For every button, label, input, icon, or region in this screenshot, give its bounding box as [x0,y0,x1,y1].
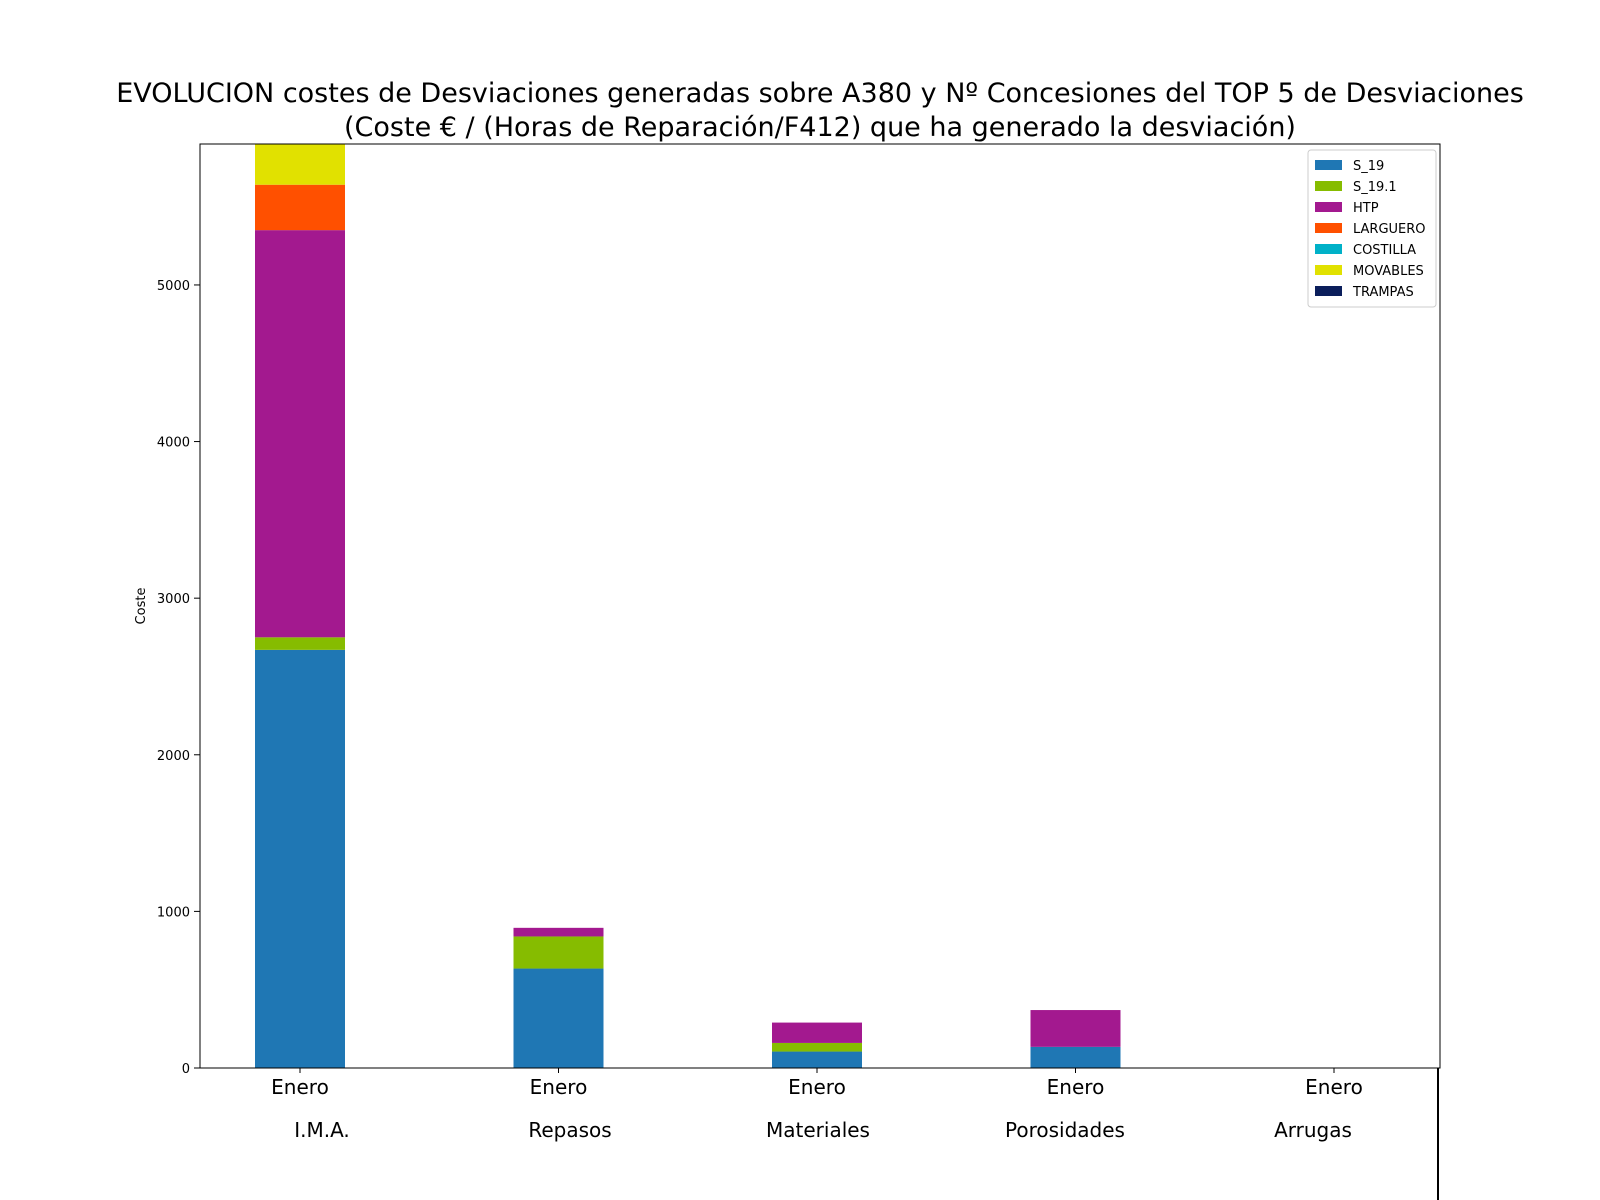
legend-label-costilla: COSTILLA [1353,243,1416,258]
group-label-arrugas: Arrugas [1274,1118,1352,1142]
x-tick-label-materiales: Enero [788,1075,846,1099]
y-tick-label-4000: 4000 [157,436,190,451]
bar-repasos-htp [513,927,604,937]
y-tick-label-0: 0 [182,1062,190,1077]
legend: S_19 S_19.1 HTP LARGUERO COSTILLA MOVABLES TRA… [1307,149,1437,308]
x-axis: Enero I.M.A. Enero Repasos Enero Materiales En… [271,1068,1363,1142]
bar-porosidades-htp [1030,1010,1121,1047]
plot-area [200,144,1440,1068]
bar-i-m-a-s-19-1 [255,637,345,650]
legend-swatch-s-19 [1315,160,1342,170]
x-tick-label-repasos: Enero [530,1075,588,1099]
group-label-i-m-a: I.M.A. [294,1118,350,1142]
y-tick-label-3000: 3000 [157,592,190,607]
legend-swatch-costilla [1315,244,1342,254]
bar-repasos-s-19 [513,968,604,1068]
legend-swatch-larguero [1315,223,1342,233]
legend-label-trampas: TRAMPAS [1352,285,1414,300]
plot-frame [199,143,1441,1069]
legend-label-s-19-1: S_19.1 [1353,180,1397,195]
legend-label-larguero: LARGUERO [1353,222,1426,237]
y-axis: 0 1000 2000 3000 4000 5000 [157,279,200,1077]
y-tick-label-5000: 5000 [157,279,190,294]
x-tick-label-i-m-a: Enero [271,1075,329,1099]
bars-group [255,144,1121,1068]
bar-materiales-htp [772,1022,862,1043]
x-tick-label-arrugas: Enero [1305,1075,1363,1099]
bar-porosidades-s-19 [1030,1046,1121,1068]
x-tick-label-porosidades: Enero [1047,1075,1105,1099]
group-label-materiales: Materiales [766,1118,870,1142]
y-tick-label-2000: 2000 [157,749,190,764]
group-label-porosidades: Porosidades [1005,1118,1125,1142]
legend-swatch-s-19-1 [1315,181,1342,191]
y-tick-label-1000: 1000 [157,905,190,920]
chart-title: EVOLUCION costes de Desviaciones generad… [116,78,1524,109]
bar-i-m-a-s-19 [255,649,345,1068]
bar-materiales-s-19 [772,1051,862,1068]
bar-materiales-s-19-1 [772,1042,862,1052]
chart-subtitle: (Coste € / (Horas de Reparación/F412) qu… [344,112,1296,143]
bar-i-m-a-movables [255,144,345,185]
bar-repasos-s-19-1 [513,936,604,969]
legend-swatch-movables [1315,265,1342,275]
bar-i-m-a-htp [255,230,345,638]
legend-label-movables: MOVABLES [1353,264,1424,279]
bar-i-m-a-larguero [255,184,345,231]
group-label-repasos: Repasos [528,1118,611,1142]
legend-label-s-19: S_19 [1353,159,1384,174]
y-axis-label: Coste [134,588,149,625]
legend-swatch-htp [1315,202,1342,212]
legend-label-htp: HTP [1353,201,1379,216]
legend-swatch-trampas [1315,286,1342,296]
